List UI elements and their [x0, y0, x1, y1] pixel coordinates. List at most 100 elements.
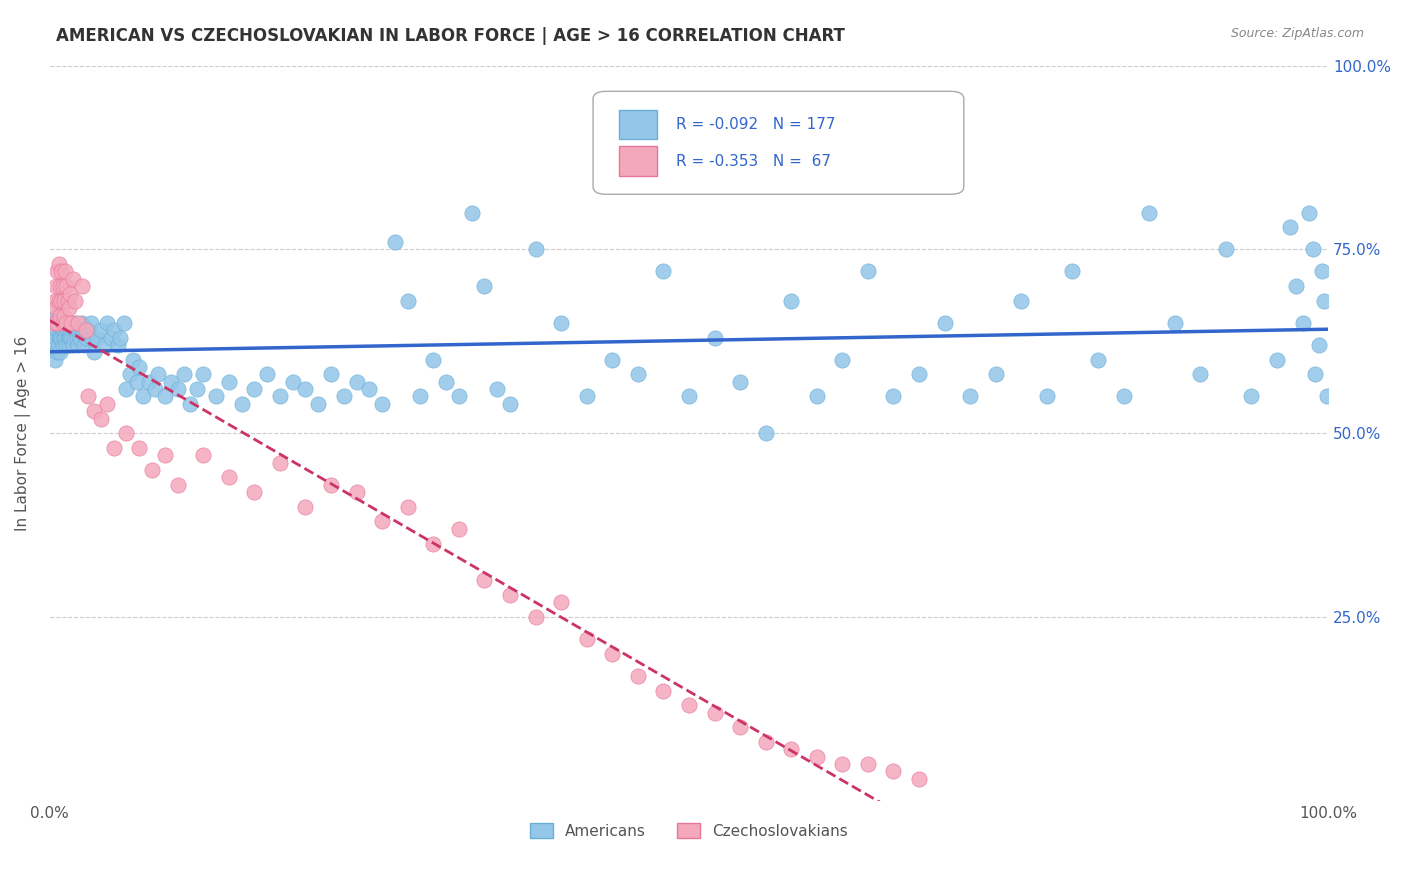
Point [831, 352, 853, 367]
Point [1036, 389, 1059, 403]
Point [67, 323, 90, 337]
Point [69, 331, 91, 345]
Point [319, 477, 342, 491]
Point [51, 264, 73, 278]
Point [166, 382, 188, 396]
Point [191, 448, 214, 462]
Point [396, 293, 419, 308]
Point [396, 500, 419, 514]
Point [55, 316, 77, 330]
Point [1164, 316, 1187, 330]
Point [55, 338, 77, 352]
Point [1265, 352, 1288, 367]
Point [1189, 368, 1212, 382]
Point [42, 316, 65, 330]
Point [56, 331, 79, 345]
Point [128, 360, 150, 375]
Point [755, 426, 778, 441]
Point [83, 345, 105, 359]
Point [550, 595, 572, 609]
Point [46, 316, 69, 330]
Point [63, 331, 86, 345]
Point [51, 316, 73, 330]
Point [141, 463, 163, 477]
Point [46, 323, 69, 337]
Text: AMERICAN VS CZECHOSLOVAKIAN IN LABOR FORCE | AGE > 16 CORRELATION CHART: AMERICAN VS CZECHOSLOVAKIAN IN LABOR FOR… [56, 27, 845, 45]
Point [934, 316, 956, 330]
Point [46, 264, 69, 278]
Point [51, 293, 73, 308]
Point [806, 749, 828, 764]
Point [55, 316, 77, 330]
Point [49, 323, 72, 337]
Point [678, 698, 700, 713]
Point [86, 331, 108, 345]
Point [115, 426, 138, 441]
Point [96, 397, 118, 411]
Text: R = -0.353   N =  67: R = -0.353 N = 67 [676, 153, 831, 169]
Point [359, 382, 381, 396]
Point [269, 389, 291, 403]
Text: Source: ZipAtlas.com: Source: ZipAtlas.com [1230, 27, 1364, 40]
Point [205, 389, 228, 403]
Point [49, 331, 72, 345]
Point [218, 470, 240, 484]
Point [48, 293, 70, 308]
Point [474, 574, 496, 588]
Point [65, 323, 87, 337]
Point [53, 264, 76, 278]
Point [728, 720, 751, 734]
Point [294, 382, 316, 396]
Point [65, 316, 87, 330]
Point [703, 706, 725, 720]
Point [79, 316, 101, 330]
Point [70, 316, 93, 330]
FancyBboxPatch shape [619, 110, 657, 139]
Point [59, 331, 82, 345]
Point [384, 235, 406, 249]
Point [1010, 293, 1032, 308]
FancyBboxPatch shape [619, 146, 657, 176]
Point [58, 331, 80, 345]
Point [1291, 316, 1313, 330]
Point [128, 441, 150, 455]
Point [460, 205, 482, 219]
Point [1310, 264, 1333, 278]
Point [153, 389, 176, 403]
Point [856, 264, 879, 278]
Point [231, 397, 253, 411]
Point [55, 279, 77, 293]
Point [51, 323, 73, 337]
Point [48, 331, 70, 345]
Point [486, 382, 509, 396]
Point [66, 316, 89, 330]
Point [103, 441, 125, 455]
Point [499, 397, 522, 411]
Point [138, 375, 160, 389]
Point [1316, 389, 1339, 403]
Point [75, 323, 97, 337]
Point [703, 331, 725, 345]
Point [1285, 279, 1308, 293]
Point [52, 309, 75, 323]
Point [422, 536, 444, 550]
Text: R = -0.092   N = 177: R = -0.092 N = 177 [782, 128, 941, 143]
Point [173, 368, 195, 382]
Point [48, 257, 70, 271]
Point [959, 389, 981, 403]
Point [45, 279, 67, 293]
Point [96, 316, 118, 330]
Point [59, 286, 82, 301]
Point [1298, 205, 1320, 219]
Point [53, 316, 76, 330]
Text: R = -0.092   N = 177: R = -0.092 N = 177 [676, 117, 835, 132]
Point [600, 647, 623, 661]
Point [53, 331, 76, 345]
Point [45, 331, 67, 345]
Point [143, 382, 166, 396]
Point [42, 338, 65, 352]
Point [45, 301, 67, 316]
Point [125, 375, 148, 389]
Point [56, 323, 79, 337]
Point [153, 448, 176, 462]
